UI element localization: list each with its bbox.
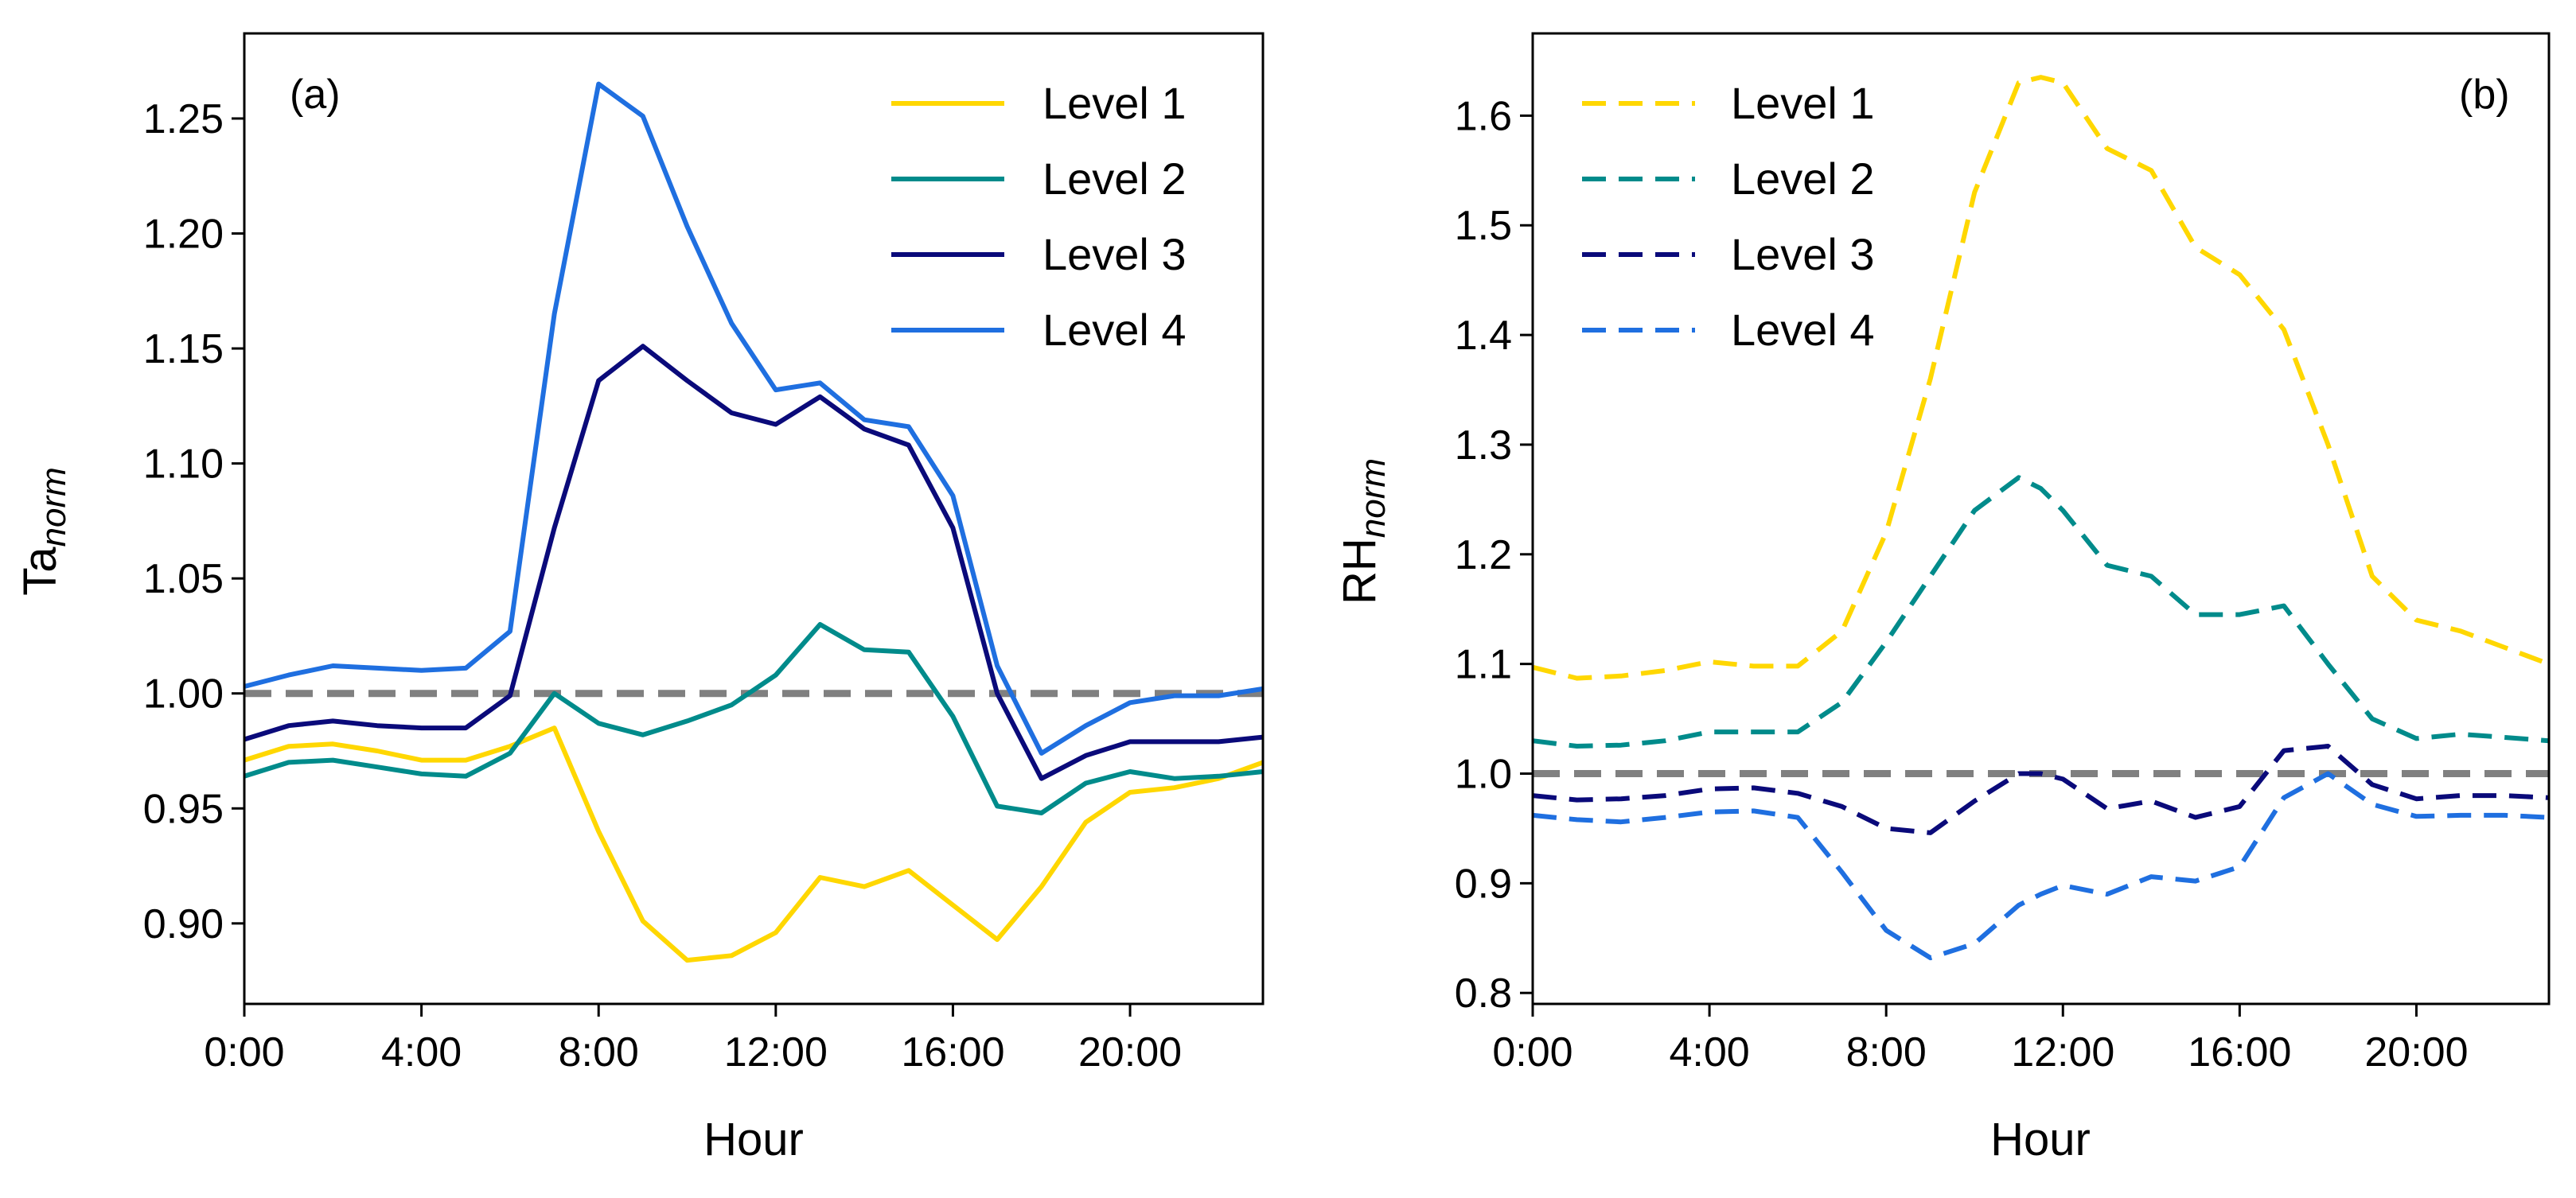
panel-a-x-tick-label: 20:00 <box>1078 1029 1182 1075</box>
panel-a-series-line-level-1 <box>244 725 1265 963</box>
chart-panel-a: 0.90 0.95 1.00 1.05 1.10 1.15 1.20 1.25 0:00 4:00… <box>14 32 1265 1165</box>
panel-a-y-axis-label-main: Ta <box>14 546 66 596</box>
panel-a-series-layer <box>244 81 1265 963</box>
panel-b-legend-label-level-3: Level 3 <box>1731 229 1875 279</box>
panel-a-x-tick-label: 0:00 <box>204 1029 284 1075</box>
panel-b-legend-label-level-2: Level 2 <box>1731 154 1875 204</box>
panel-b-x-tick-label: 4:00 <box>1669 1029 1749 1075</box>
panel-a-series-line-level-4 <box>244 81 1264 756</box>
panel-a-legend-label-level-3: Level 3 <box>1042 229 1187 279</box>
panel-b-x-tick-label: 0:00 <box>1492 1029 1572 1075</box>
panel-b-series-line-level-2 <box>1532 475 2550 749</box>
panel-b-y-axis-label-sub: norm <box>1354 458 1393 538</box>
panel-b-legend-label-level-4: Level 4 <box>1731 305 1875 355</box>
panel-a-legend-label-level-1: Level 1 <box>1042 78 1187 128</box>
panel-b-y-tick-label: 1.3 <box>1455 422 1512 469</box>
panel-a-series-line-level-2 <box>244 622 1264 815</box>
panel-a-series-line-level-3 <box>244 344 1264 781</box>
panel-a-y-tick-label: 1.05 <box>143 556 224 602</box>
panel-a-plot-area <box>244 33 1263 1004</box>
panel-b-x-tick-label: 20:00 <box>2364 1029 2468 1075</box>
panel-b-y-tick-label: 1.0 <box>1455 752 1512 798</box>
panel-a-y-tick-label: 1.15 <box>143 326 224 372</box>
panel-a-x-tick-label: 8:00 <box>559 1029 639 1075</box>
panel-a-y-tick-label: 1.10 <box>143 441 224 488</box>
panel-a-x-axis-label: Hour <box>703 1114 804 1165</box>
panel-a-y-tick-label: 1.00 <box>143 671 224 718</box>
panel-b-legend-label-level-1: Level 1 <box>1731 78 1875 128</box>
panel-a-x-tick-label: 16:00 <box>901 1029 1004 1075</box>
panel-b-series-line-level-4 <box>1532 771 2550 961</box>
panel-b-legend: Level 1 Level 2 Level 3 Level 4 <box>1582 78 1875 355</box>
panel-a-legend-label-level-4: Level 4 <box>1042 305 1187 355</box>
panel-a-y-tick-label: 0.95 <box>143 786 224 832</box>
panel-b-y-tick-label: 1.6 <box>1455 93 1512 139</box>
panel-a-x-tick-label: 12:00 <box>724 1029 828 1075</box>
panel-b-series-line-level-3 <box>1532 744 2550 835</box>
panel-b-x-axis-label: Hour <box>1990 1114 2091 1165</box>
panel-b-series-line-level-1 <box>1532 75 2551 681</box>
panel-b-y-tick-label: 0.9 <box>1455 861 1512 907</box>
panel-b-y-tick-label: 1.1 <box>1455 642 1512 688</box>
panel-b-x-tick-label: 12:00 <box>2011 1029 2114 1075</box>
panel-a-y-axis-label: Tanorm <box>14 467 73 596</box>
panel-b-y-tick-label: 1.2 <box>1455 532 1512 578</box>
panel-b-plot-background <box>1533 33 2549 1004</box>
chart-panel-b: 0.8 0.9 1.0 1.1 1.2 1.3 1.4 1.5 1.6 0:00 4:00 8:00 1… <box>1334 32 2551 1165</box>
panel-a-legend-label-level-2: Level 2 <box>1042 154 1187 204</box>
panel-a-plot-background <box>244 33 1263 1004</box>
panel-b-series-layer <box>1532 75 2551 961</box>
panel-b-plot-area <box>1533 33 2549 1004</box>
panel-b-axes-frame <box>1531 32 2551 1005</box>
panel-a-x-tick-label: 4:00 <box>381 1029 462 1075</box>
panel-a-tag: (a) <box>290 72 341 118</box>
panel-a-y-tick-label: 1.20 <box>143 212 224 258</box>
panel-b-x-tick-label: 16:00 <box>2188 1029 2291 1075</box>
panel-a-y-tick-label: 0.90 <box>143 901 224 947</box>
panel-a-axes: 0.90 0.95 1.00 1.05 1.10 1.15 1.20 1.25 0:00 4:00… <box>143 32 1265 1075</box>
panel-a-legend: Level 1 Level 2 Level 3 Level 4 <box>891 78 1187 355</box>
panel-b-y-axis-label: RHnorm <box>1334 458 1393 605</box>
panel-b-y-tick-label: 1.5 <box>1455 203 1512 249</box>
panel-a-axes-frame <box>243 32 1265 1005</box>
panel-b-y-tick-label: 0.8 <box>1455 970 1512 1017</box>
panel-b-y-axis-label-main: RH <box>1334 538 1385 605</box>
panel-b-y-tick-label: 1.4 <box>1455 313 1512 359</box>
panel-b-axes: 0.8 0.9 1.0 1.1 1.2 1.3 1.4 1.5 1.6 0:00 4:00 8:00 1… <box>1455 32 2551 1075</box>
panel-a-y-tick-label: 1.25 <box>143 96 224 142</box>
panel-a-y-axis-label-sub: norm <box>34 467 73 546</box>
panel-b-x-tick-label: 8:00 <box>1846 1029 1927 1075</box>
panel-b-tag: (b) <box>2459 72 2510 118</box>
